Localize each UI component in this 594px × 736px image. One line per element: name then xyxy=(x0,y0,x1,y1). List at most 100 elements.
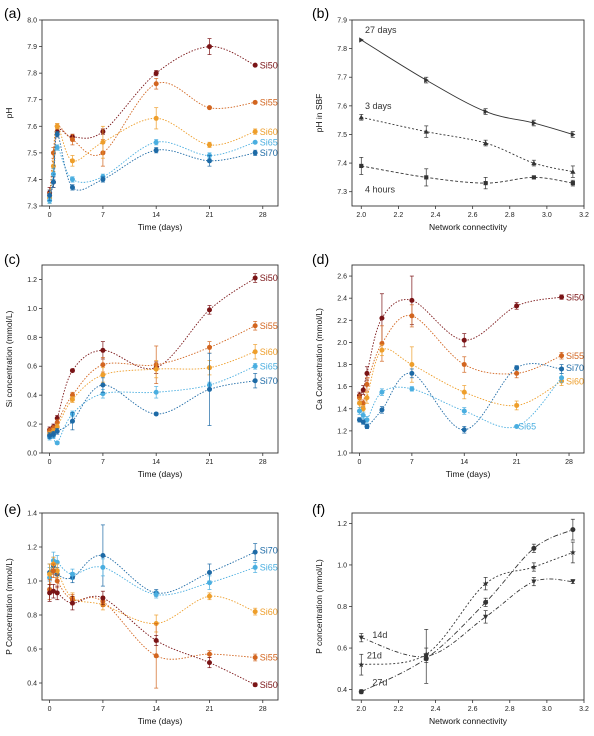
data-point xyxy=(206,142,212,148)
series-label: Si70 xyxy=(260,376,278,386)
data-point xyxy=(358,661,365,668)
data-point xyxy=(206,105,212,111)
y-tick-label: 1.0 xyxy=(337,451,347,458)
series-line xyxy=(49,551,256,594)
series-label: Si60 xyxy=(260,127,278,137)
data-point xyxy=(100,564,106,570)
data-point xyxy=(206,570,212,575)
data-point xyxy=(409,386,415,392)
data-point xyxy=(153,653,159,659)
data-point xyxy=(100,362,106,368)
data-point xyxy=(356,417,362,423)
data-point xyxy=(69,396,75,402)
x-tick-label: 2.0 xyxy=(356,706,366,713)
data-point xyxy=(153,638,159,643)
series-si50 xyxy=(47,584,258,688)
x-axis-label: Time (days) xyxy=(138,222,183,232)
data-point xyxy=(69,368,75,374)
y-tick-label: 2.2 xyxy=(337,318,347,325)
series-label: Si65 xyxy=(260,361,278,371)
series-label: Si50 xyxy=(260,60,278,70)
data-point xyxy=(424,175,429,180)
data-point xyxy=(252,363,258,369)
data-point xyxy=(364,370,370,376)
data-point xyxy=(153,81,159,87)
data-point xyxy=(461,389,467,395)
plot-frame xyxy=(41,512,279,701)
chart-panel-5: (e) 0 7 14 21 28 0.4 0.6 0.8 1.0 1.2 1.4 Time (days)… xyxy=(4,501,279,726)
data-point xyxy=(69,158,75,164)
plot-frame xyxy=(41,19,279,207)
data-point xyxy=(570,181,575,186)
data-point xyxy=(461,337,467,343)
data-point xyxy=(69,571,75,577)
y-tick-label: 1.8 xyxy=(337,362,347,369)
data-point xyxy=(409,362,415,368)
data-point xyxy=(206,660,212,666)
x-tick-label: 2.8 xyxy=(505,706,515,713)
series-si55 xyxy=(47,321,258,435)
series-si65 xyxy=(47,362,258,446)
series-line xyxy=(49,117,256,199)
series-si60 xyxy=(47,107,258,204)
series-line xyxy=(359,348,562,410)
data-point xyxy=(570,579,576,585)
plot-frame xyxy=(41,264,279,454)
x-tick-label: 28 xyxy=(259,212,267,219)
x-tick-label: 14 xyxy=(152,706,160,713)
data-point xyxy=(356,400,362,406)
data-point xyxy=(206,651,212,657)
x-tick-label: 7 xyxy=(101,212,105,219)
y-tick-label: 7.6 xyxy=(337,103,347,110)
x-tick-label: 28 xyxy=(259,706,267,713)
series-27d xyxy=(358,518,576,695)
data-point xyxy=(252,99,258,105)
panel-label: (b) xyxy=(312,5,329,21)
x-tick-label: 3.2 xyxy=(579,212,589,219)
data-point xyxy=(69,176,75,182)
y-tick-label: 0.8 xyxy=(27,613,37,620)
y-tick-label: 2.6 xyxy=(337,274,347,281)
panel-label: (f) xyxy=(312,501,325,517)
x-tick-label: 2.8 xyxy=(505,212,515,219)
chart-panel-3: (c) 0 7 14 21 28 0.0 0.2 0.4 0.6 0.8 1.0 1.2 Time (da… xyxy=(4,251,279,479)
data-point xyxy=(364,417,370,423)
plot-frame xyxy=(351,19,585,207)
series-si60 xyxy=(356,344,565,413)
x-tick-label: 21 xyxy=(513,459,521,466)
series-line xyxy=(359,363,562,431)
y-tick-label: 0.4 xyxy=(337,687,347,694)
data-point xyxy=(206,307,212,313)
data-point xyxy=(514,365,520,371)
data-point xyxy=(252,564,258,570)
x-tick-label: 2.4 xyxy=(431,706,441,713)
series-label: Si70 xyxy=(566,363,584,373)
y-tick-label: 7.7 xyxy=(337,75,347,82)
data-point xyxy=(252,609,258,615)
x-tick-label: 7 xyxy=(410,459,414,466)
y-tick-label: 7.3 xyxy=(337,189,347,196)
y-tick-label: 7.9 xyxy=(27,44,37,51)
x-tick-label: 3.0 xyxy=(542,212,552,219)
series-si70 xyxy=(356,363,565,434)
x-tick-label: 3.2 xyxy=(579,706,589,713)
data-point xyxy=(54,578,60,584)
data-point xyxy=(559,353,565,359)
series-21d xyxy=(358,541,576,676)
data-point xyxy=(530,563,537,570)
x-tick-label: 0 xyxy=(48,459,52,466)
y-tick-label: 1.6 xyxy=(337,384,347,391)
data-point xyxy=(359,37,364,43)
x-tick-label: 28 xyxy=(259,459,267,466)
data-point xyxy=(559,375,565,381)
y-tick-label: 0.6 xyxy=(27,647,37,654)
data-point xyxy=(54,559,60,565)
series-line xyxy=(49,325,256,432)
y-axis-label: pH in SBF xyxy=(314,94,324,133)
x-axis-label: Network connectivity xyxy=(429,716,508,726)
series-label: Si65 xyxy=(260,563,278,573)
data-point xyxy=(252,349,258,355)
series-line xyxy=(49,563,256,624)
data-point xyxy=(514,423,520,429)
data-point xyxy=(100,372,106,378)
